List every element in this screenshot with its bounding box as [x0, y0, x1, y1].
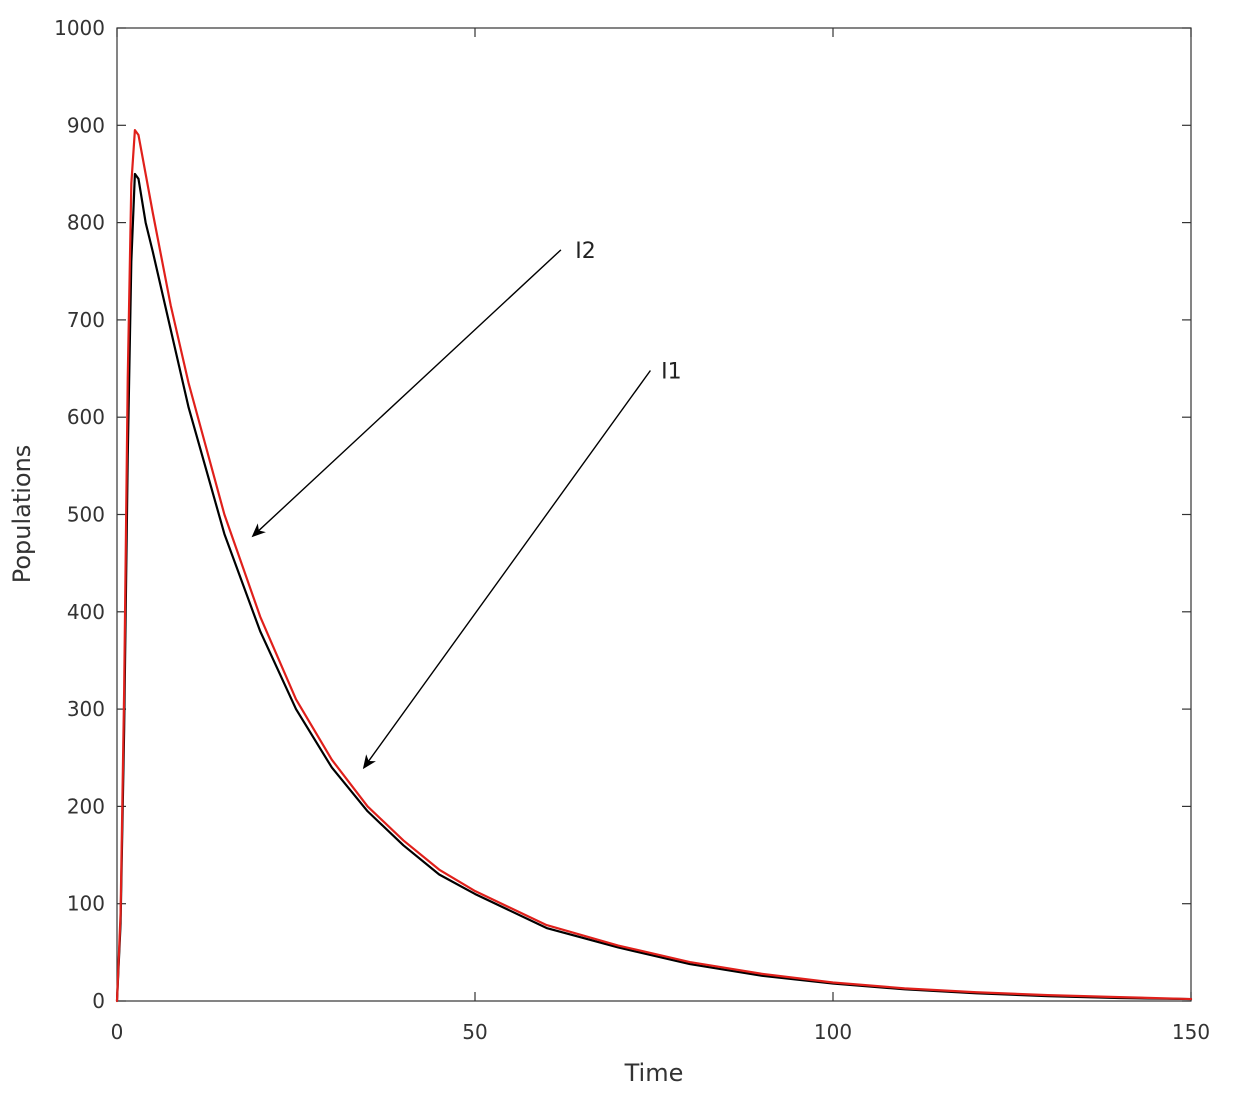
y-tick-label: 0: [92, 989, 105, 1013]
annotation-label: I2: [575, 239, 596, 264]
y-tick-label: 1000: [54, 16, 105, 40]
series-lines: [115, 129, 1193, 1003]
x-axis-label: Time: [624, 1059, 684, 1087]
series-line-2: [115, 129, 1193, 1003]
annotation-arrow: [251, 249, 562, 538]
y-tick-label: 900: [67, 113, 105, 137]
plot-area: [116, 27, 1192, 1002]
annotation-arrow: [362, 370, 651, 770]
y-tick-label: 200: [67, 794, 105, 818]
x-tick-label: 0: [111, 1020, 124, 1044]
y-tick-label: 500: [67, 503, 105, 527]
x-tick-label: 100: [814, 1020, 852, 1044]
tick-labels: 0 50 100 150 0 100 200 300 400 500 600 700 800 900 100…: [54, 16, 1210, 1044]
annotation-label: I1: [661, 359, 682, 384]
y-axis-label: Populations: [8, 445, 36, 584]
annotations: I2 I1: [251, 239, 682, 770]
y-tick-label: 400: [67, 600, 105, 624]
y-tick-label: 700: [67, 308, 105, 332]
y-tick-label: 800: [67, 211, 105, 235]
y-tick-label: 300: [67, 697, 105, 721]
y-tick-label: 600: [67, 405, 105, 429]
x-tick-label: 150: [1172, 1020, 1210, 1044]
y-tick-label: 100: [67, 892, 105, 916]
x-tick-label: 50: [462, 1020, 487, 1044]
